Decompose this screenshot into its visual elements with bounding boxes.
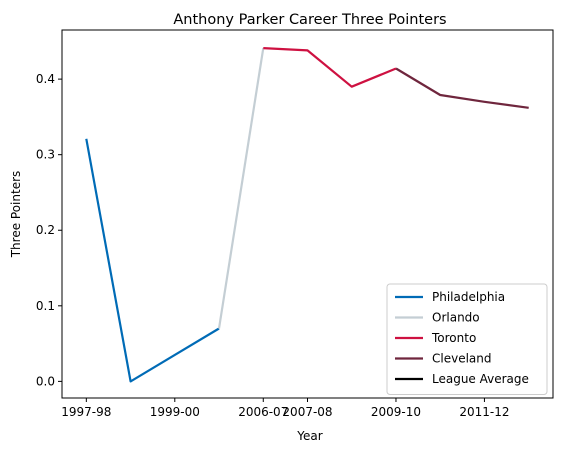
legend-entry-label: Toronto [431, 331, 476, 345]
y-axis-title: Three Pointers [9, 171, 23, 259]
x-tick-label: 2006-07 [238, 405, 288, 419]
series-line-0 [85, 138, 220, 383]
x-tick-label: 2007-08 [282, 405, 332, 419]
y-tick-label: 0.0 [36, 374, 55, 388]
x-axis-title: Year [296, 429, 322, 443]
x-tick-label: 1997-98 [61, 405, 111, 419]
y-tick-label: 0.4 [36, 72, 55, 86]
series-line-1 [217, 47, 265, 329]
series-line-2 [263, 47, 397, 88]
y-axis: 0.0 0.1 0.2 0.3 0.4 [36, 72, 62, 388]
chart-title: Anthony Parker Career Three Pointers [173, 12, 446, 28]
y-tick-label: 0.1 [36, 299, 55, 313]
x-tick-label: 2011-12 [459, 405, 509, 419]
y-tick-label: 0.3 [36, 148, 55, 162]
legend-entry-label: Orlando [432, 311, 480, 325]
legend-entry-label: Cleveland [432, 352, 492, 366]
legend: Philadelphia Orlando Toronto Cleveland Leagu… [386, 283, 548, 395]
series-layer [85, 47, 529, 383]
series-line-3 [395, 67, 529, 109]
legend-entry-label: League Average [432, 372, 529, 386]
y-tick-label: 0.2 [36, 223, 55, 237]
legend-entry-label: Philadelphia [432, 290, 505, 304]
x-tick-label: 1999-00 [150, 405, 200, 419]
legend-box [386, 283, 548, 395]
x-tick-label: 2009-10 [371, 405, 421, 419]
